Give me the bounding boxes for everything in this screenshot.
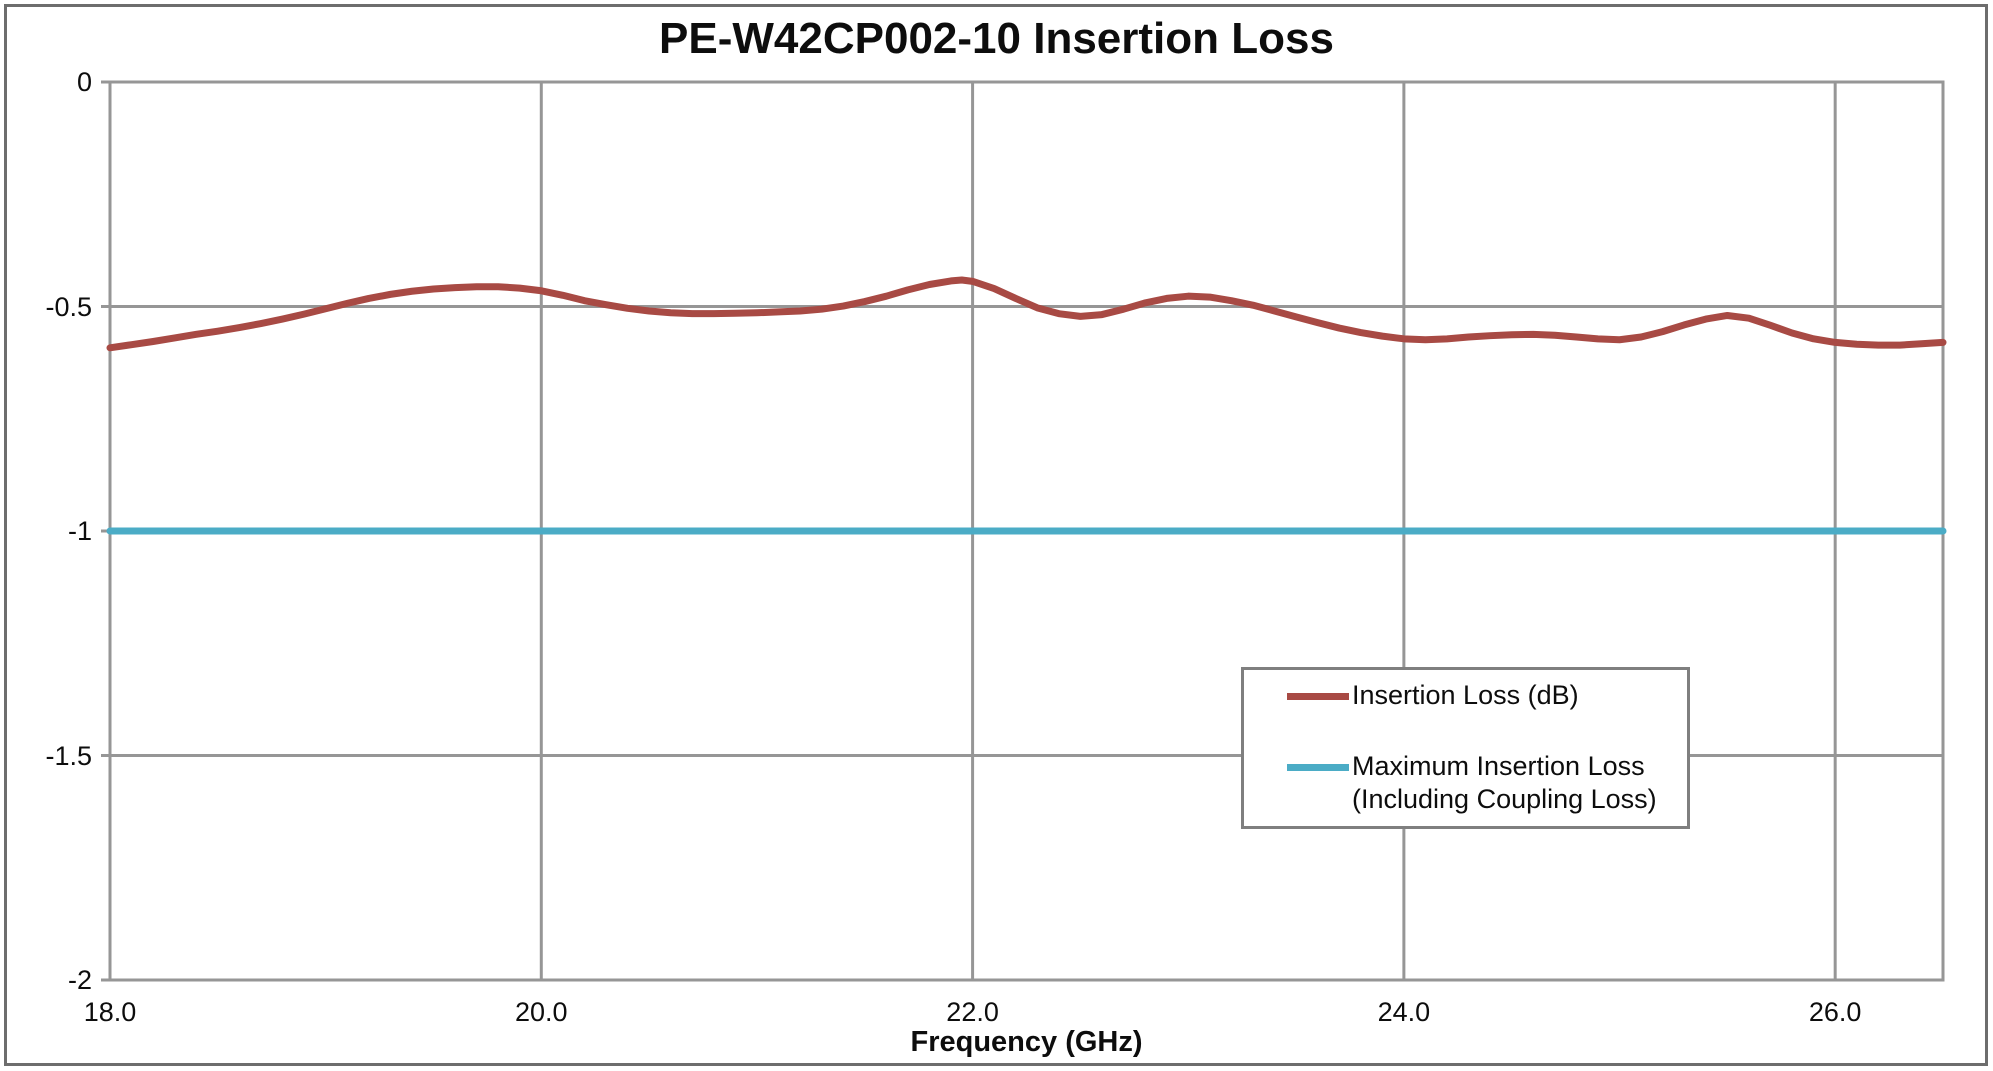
legend: Insertion Loss (dB) Maximum Insertion Lo… xyxy=(1241,667,1690,829)
legend-label-max-insertion-loss: Maximum Insertion Loss (Including Coupli… xyxy=(1352,751,1657,814)
chart-title: PE-W42CP002-10 Insertion Loss xyxy=(659,14,1334,63)
legend-label-insertion-loss: Insertion Loss (dB) xyxy=(1352,680,1579,710)
legend-swatch-insertion-loss xyxy=(1287,693,1349,700)
y-tick-label: -2 xyxy=(67,965,92,995)
x-tick-label: 24.0 xyxy=(1377,997,1431,1027)
y-tick-label: 0 xyxy=(76,67,92,97)
x-tick-label: 22.0 xyxy=(946,997,999,1027)
series-line-0 xyxy=(106,276,1947,352)
legend-swatch-max-insertion-loss xyxy=(1287,764,1349,771)
legend-item-max-insertion-loss: Maximum Insertion Loss (Including Coupli… xyxy=(1287,750,1681,816)
x-tick-label: 20.0 xyxy=(515,997,568,1027)
x-tick-label: 18.0 xyxy=(83,997,137,1027)
x-tick-label: 26.0 xyxy=(1808,997,1862,1027)
legend-item-insertion-loss: Insertion Loss (dB) xyxy=(1287,679,1681,712)
y-tick-label: -0.5 xyxy=(45,291,92,322)
y-tick-label: -1 xyxy=(67,516,92,546)
x-axis-title: Frequency (GHz) xyxy=(910,1026,1143,1058)
y-tick-label: -1.5 xyxy=(45,740,92,771)
